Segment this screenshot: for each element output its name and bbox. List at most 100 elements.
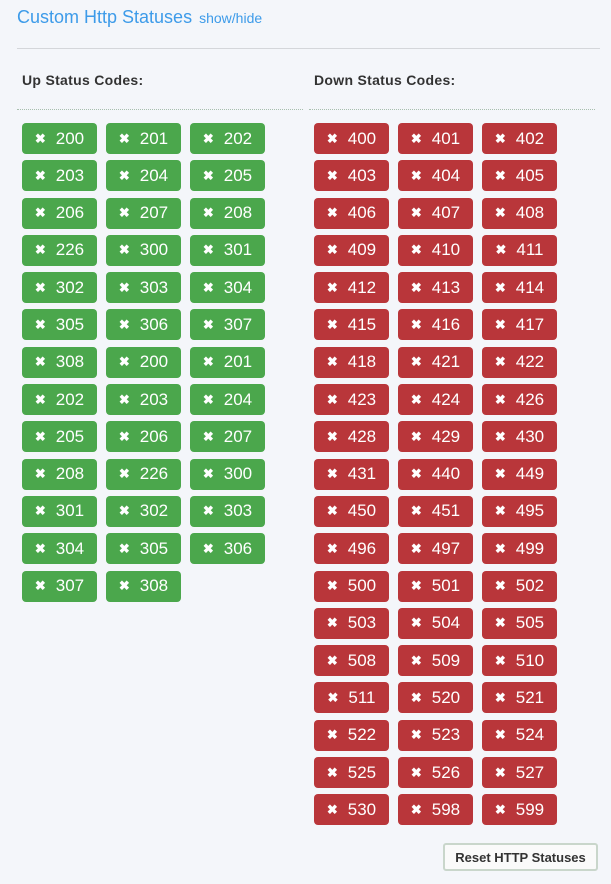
down-status-badge[interactable]: ✖ 525 <box>314 757 389 789</box>
remove-icon[interactable]: ✖ <box>410 727 422 743</box>
remove-icon[interactable]: ✖ <box>118 354 130 370</box>
remove-icon[interactable]: ✖ <box>326 801 338 817</box>
up-status-badge[interactable]: ✖ 303 <box>106 272 181 304</box>
down-status-badge[interactable]: ✖ 450 <box>314 495 389 527</box>
remove-icon[interactable]: ✖ <box>118 279 130 295</box>
remove-icon[interactable]: ✖ <box>202 316 214 332</box>
remove-icon[interactable]: ✖ <box>34 391 46 407</box>
down-status-badge[interactable]: ✖ 429 <box>398 421 473 453</box>
up-status-badge[interactable]: ✖ 208 <box>22 458 97 490</box>
remove-icon[interactable]: ✖ <box>494 391 506 407</box>
remove-icon[interactable]: ✖ <box>118 428 130 444</box>
down-status-badge[interactable]: ✖ 412 <box>314 272 389 304</box>
down-status-badge[interactable]: ✖ 431 <box>314 458 389 490</box>
remove-icon[interactable]: ✖ <box>118 540 130 556</box>
remove-icon[interactable]: ✖ <box>326 167 338 183</box>
up-status-badge[interactable]: ✖ 308 <box>22 346 97 378</box>
down-status-badge[interactable]: ✖ 422 <box>482 346 557 378</box>
down-status-badge[interactable]: ✖ 400 <box>314 123 389 154</box>
down-status-badge[interactable]: ✖ 526 <box>398 757 473 789</box>
remove-icon[interactable]: ✖ <box>34 205 46 221</box>
remove-icon[interactable]: ✖ <box>326 540 338 556</box>
up-status-badge[interactable]: ✖ 305 <box>22 309 97 341</box>
down-status-badge[interactable]: ✖ 451 <box>398 495 473 527</box>
down-status-badge[interactable]: ✖ 403 <box>314 160 389 192</box>
remove-icon[interactable]: ✖ <box>494 466 506 482</box>
remove-icon[interactable]: ✖ <box>326 578 338 594</box>
down-status-badge[interactable]: ✖ 410 <box>398 234 473 266</box>
down-status-badge[interactable]: ✖ 511 <box>314 682 389 714</box>
up-status-badge[interactable]: ✖ 308 <box>106 570 181 602</box>
down-status-badge[interactable]: ✖ 430 <box>482 421 557 453</box>
remove-icon[interactable]: ✖ <box>326 764 338 780</box>
down-status-badge[interactable]: ✖ 413 <box>398 272 473 304</box>
remove-icon[interactable]: ✖ <box>327 689 339 705</box>
remove-icon[interactable]: ✖ <box>494 578 506 594</box>
remove-icon[interactable]: ✖ <box>118 130 130 146</box>
remove-icon[interactable]: ✖ <box>34 540 46 556</box>
remove-icon[interactable]: ✖ <box>494 354 506 370</box>
up-status-badge[interactable]: ✖ 205 <box>190 160 265 192</box>
up-status-badge[interactable]: ✖ 200 <box>22 123 97 154</box>
up-status-badge[interactable]: ✖ 200 <box>106 346 181 378</box>
down-status-badge[interactable]: ✖ 415 <box>314 309 389 341</box>
remove-icon[interactable]: ✖ <box>202 242 214 258</box>
remove-icon[interactable]: ✖ <box>410 466 422 482</box>
down-status-badge[interactable]: ✖ 402 <box>482 123 557 154</box>
remove-icon[interactable]: ✖ <box>410 652 422 668</box>
up-status-badge[interactable]: ✖ 300 <box>190 458 265 490</box>
down-status-badge[interactable]: ✖ 504 <box>398 607 473 639</box>
remove-icon[interactable]: ✖ <box>118 205 130 221</box>
down-status-badge[interactable]: ✖ 599 <box>482 794 557 826</box>
up-status-badge[interactable]: ✖ 205 <box>22 421 97 453</box>
remove-icon[interactable]: ✖ <box>410 503 422 519</box>
remove-icon[interactable]: ✖ <box>326 615 338 631</box>
up-status-badge[interactable]: ✖ 302 <box>106 495 181 527</box>
remove-icon[interactable]: ✖ <box>326 130 338 146</box>
remove-icon[interactable]: ✖ <box>410 130 422 146</box>
remove-icon[interactable]: ✖ <box>494 652 506 668</box>
down-status-badge[interactable]: ✖ 497 <box>398 533 473 565</box>
remove-icon[interactable]: ✖ <box>494 615 506 631</box>
up-status-badge[interactable]: ✖ 207 <box>190 421 265 453</box>
remove-icon[interactable]: ✖ <box>202 540 214 556</box>
up-status-badge[interactable]: ✖ 300 <box>106 234 181 266</box>
remove-icon[interactable]: ✖ <box>326 205 338 221</box>
down-status-badge[interactable]: ✖ 508 <box>314 645 389 677</box>
remove-icon[interactable]: ✖ <box>118 242 130 258</box>
remove-icon[interactable]: ✖ <box>202 130 214 146</box>
down-status-badge[interactable]: ✖ 440 <box>398 458 473 490</box>
up-status-badge[interactable]: ✖ 301 <box>190 234 265 266</box>
up-status-badge[interactable]: ✖ 307 <box>22 570 97 602</box>
up-status-badge[interactable]: ✖ 306 <box>106 309 181 341</box>
remove-icon[interactable]: ✖ <box>494 764 506 780</box>
down-status-badge[interactable]: ✖ 530 <box>314 794 389 826</box>
remove-icon[interactable]: ✖ <box>410 316 422 332</box>
down-status-badge[interactable]: ✖ 428 <box>314 421 389 453</box>
up-status-badge[interactable]: ✖ 303 <box>190 495 265 527</box>
down-status-badge[interactable]: ✖ 411 <box>482 234 557 266</box>
remove-icon[interactable]: ✖ <box>326 652 338 668</box>
remove-icon[interactable]: ✖ <box>326 242 338 258</box>
down-status-badge[interactable]: ✖ 524 <box>482 719 557 751</box>
up-status-badge[interactable]: ✖ 305 <box>106 533 181 565</box>
remove-icon[interactable]: ✖ <box>118 578 130 594</box>
up-status-badge[interactable]: ✖ 307 <box>190 309 265 341</box>
reset-http-statuses-button[interactable]: Reset HTTP Statuses <box>443 843 598 871</box>
up-status-badge[interactable]: ✖ 201 <box>106 123 181 154</box>
up-status-badge[interactable]: ✖ 304 <box>190 272 265 304</box>
remove-icon[interactable]: ✖ <box>34 503 46 519</box>
remove-icon[interactable]: ✖ <box>494 503 506 519</box>
remove-icon[interactable]: ✖ <box>202 354 214 370</box>
remove-icon[interactable]: ✖ <box>202 391 214 407</box>
remove-icon[interactable]: ✖ <box>410 354 422 370</box>
remove-icon[interactable]: ✖ <box>494 689 506 705</box>
remove-icon[interactable]: ✖ <box>202 205 214 221</box>
up-status-badge[interactable]: ✖ 203 <box>106 384 181 416</box>
down-status-badge[interactable]: ✖ 404 <box>398 160 473 192</box>
remove-icon[interactable]: ✖ <box>410 279 422 295</box>
remove-icon[interactable]: ✖ <box>326 727 338 743</box>
up-status-badge[interactable]: ✖ 301 <box>22 495 97 527</box>
remove-icon[interactable]: ✖ <box>494 167 506 183</box>
remove-icon[interactable]: ✖ <box>34 466 46 482</box>
